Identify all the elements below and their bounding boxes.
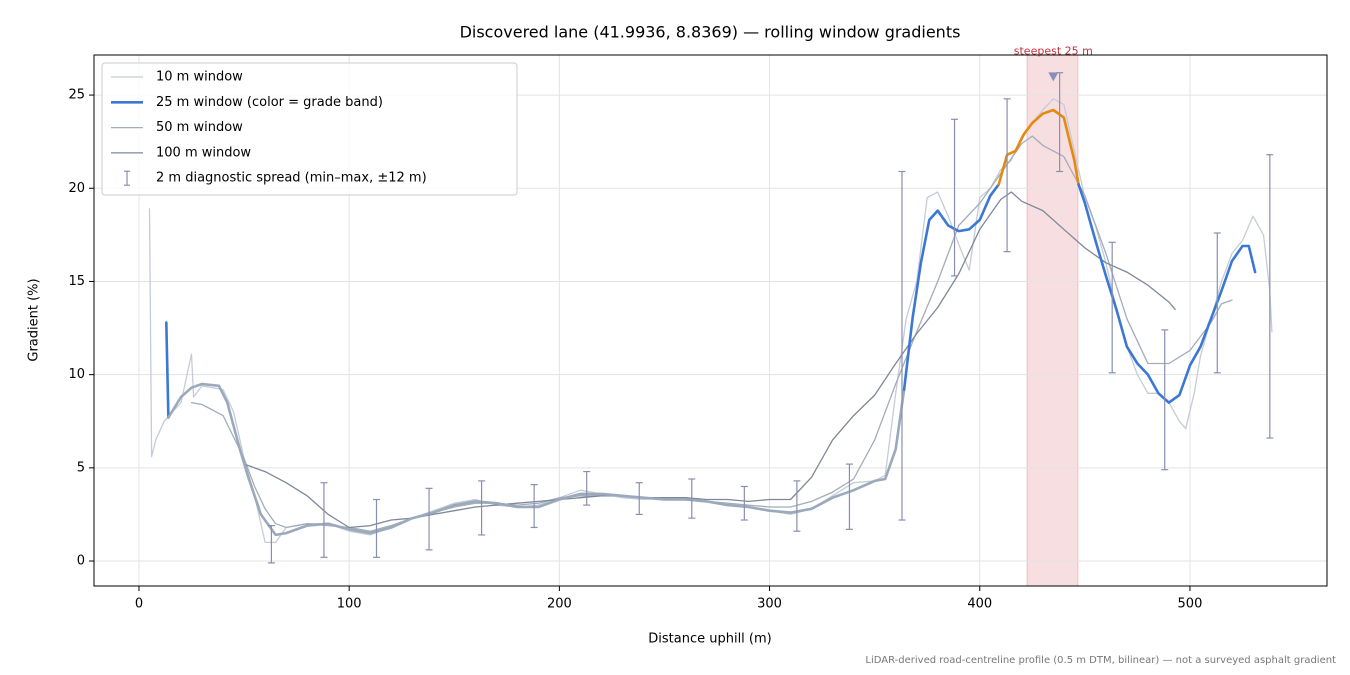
y-tick-label: 0 [77,554,85,569]
x-tick-label: 200 [547,597,572,612]
legend-label: 25 m window (color = grade band) [156,95,383,110]
annotation-marker [1048,72,1059,82]
x-tick-label: 0 [135,597,143,612]
x-tick-label: 400 [967,597,992,612]
annotation-text: steepest 25 m [1014,44,1093,57]
y-axis-label: Gradient (%) [27,278,42,361]
plot-frame [93,54,1328,587]
y-tick-label: 20 [68,181,85,196]
y-tick-label: 15 [68,274,85,289]
legend-label: 10 m window [156,70,243,85]
legend-label: 2 m diagnostic spread (min–max, ±12 m) [156,171,427,186]
chart-title: Discovered lane (41.9936, 8.8369) — roll… [460,23,961,42]
plot-area [148,72,1274,564]
x-tick-label: 100 [337,597,362,612]
x-tick-label: 500 [1178,597,1203,612]
footnote: LiDAR-derived road-centreline profile (0… [865,655,1336,666]
x-axis-label: Distance uphill (m) [648,632,771,647]
series-line [997,108,1080,186]
x-tick-label: 300 [757,597,782,612]
legend-label: 100 m window [156,145,251,160]
series-line [243,191,1176,529]
series-line [902,183,1000,391]
series-line [167,382,906,537]
legend-label: 50 m window [156,120,243,135]
y-tick-label: 5 [77,460,85,475]
legend: 10 m window 25 m window (color = grade ba… [101,62,518,196]
legend-box [101,62,518,196]
series-line [165,321,170,419]
series-line [1077,183,1257,404]
y-tick-label: 10 [68,367,85,382]
y-tick-label: 25 [68,88,85,103]
